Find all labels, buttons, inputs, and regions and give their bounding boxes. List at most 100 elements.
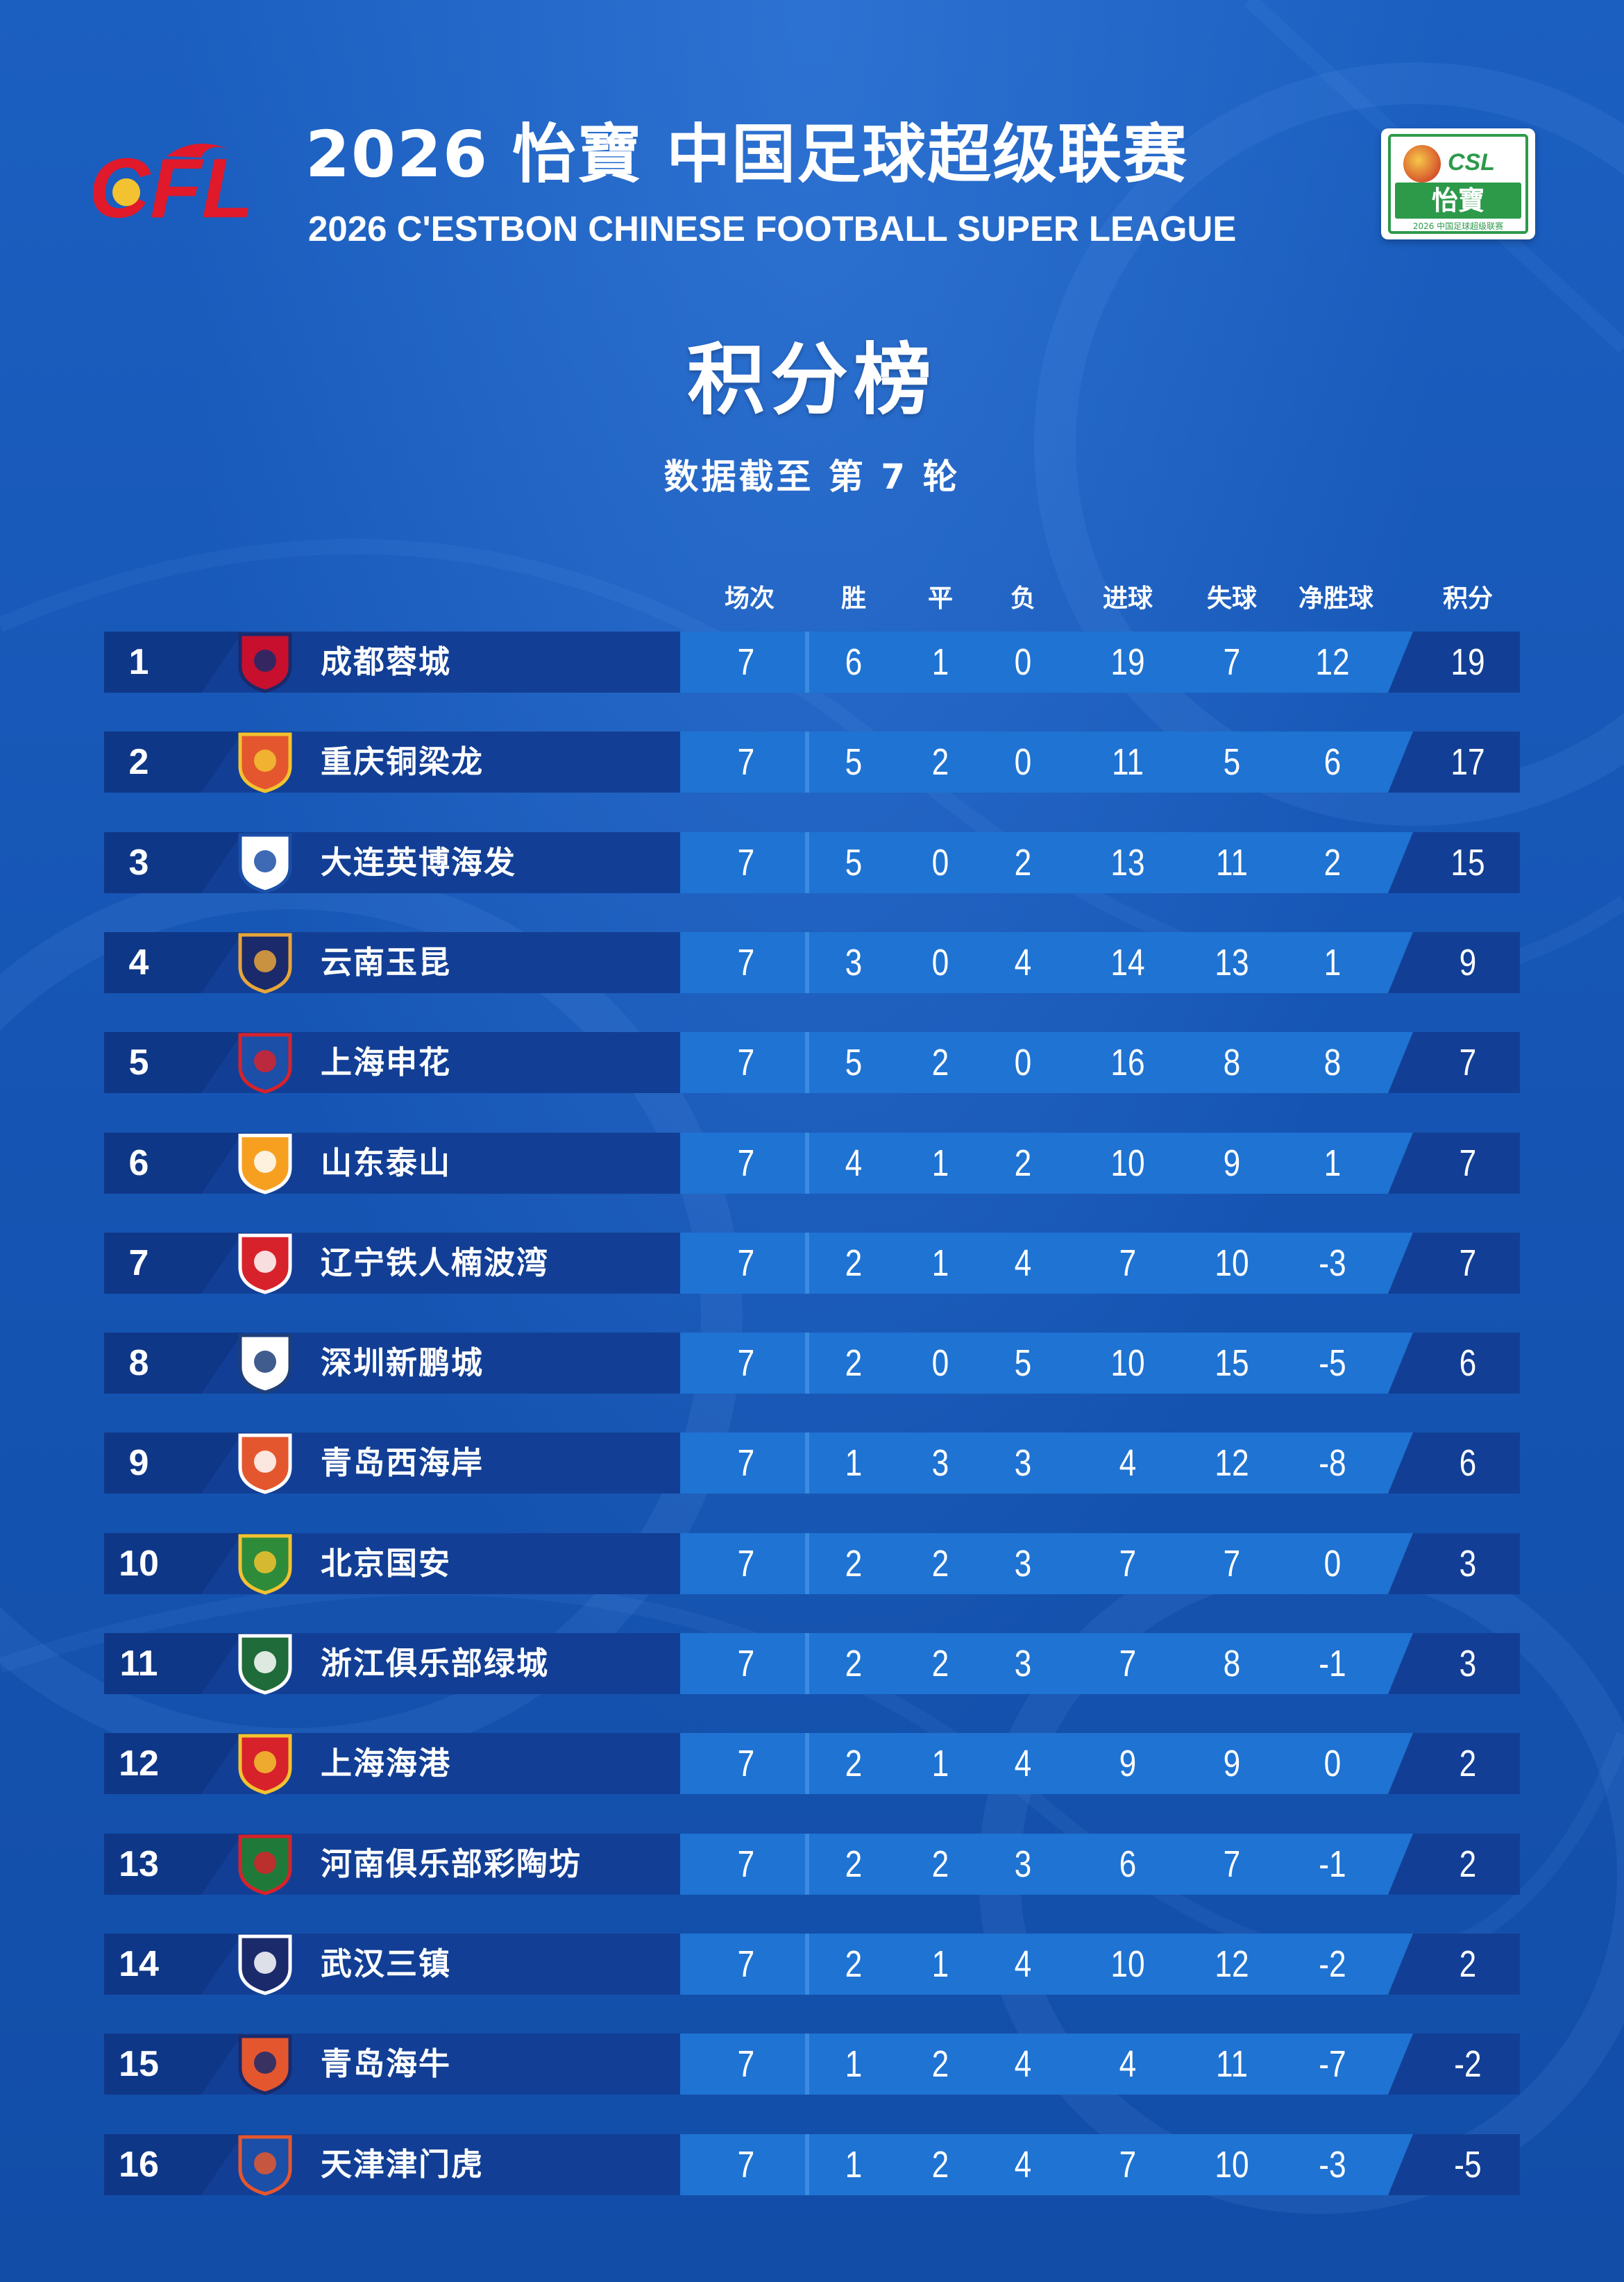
stat-played: 7 (737, 641, 755, 683)
stat-drawn: 1 (931, 1142, 949, 1184)
stat-ga: 7 (1223, 641, 1241, 683)
rank: 14 (119, 1944, 159, 1984)
stat-ga: 10 (1215, 2144, 1249, 2186)
stat-gf: 9 (1119, 1743, 1137, 1784)
rank: 7 (128, 1243, 149, 1283)
table-row: 11 浙江俱乐部绿城 7 2 2 3 7 8 -1 3 (104, 1633, 1520, 1695)
team-name: 青岛西海岸 (321, 1444, 484, 1481)
team-name: 浙江俱乐部绿城 (321, 1645, 550, 1682)
stat-played: 7 (737, 1743, 755, 1784)
stat-lost: 3 (1014, 1643, 1032, 1684)
team-name: 重庆铜梁龙 (321, 743, 484, 780)
stat-played: 7 (737, 1943, 755, 1985)
stat-played: 7 (737, 741, 755, 783)
stat-gf: 16 (1110, 1042, 1145, 1083)
stat-won: 2 (845, 1342, 863, 1384)
row-divider (805, 1133, 809, 1194)
stat-pts: 2 (1459, 1943, 1477, 1985)
wuhan-three-towns-badge (238, 1934, 292, 1995)
chengdu-rongcheng-badge (238, 632, 292, 693)
rank: 5 (128, 1042, 149, 1083)
stat-gd: -1 (1319, 1643, 1346, 1684)
csl-logo: CSL 怡寶 2026 中国足球超级联赛 (1381, 128, 1535, 239)
table-row: 2 重庆铜梁龙 7 5 2 0 11 5 6 17 (104, 732, 1520, 793)
stat-gf: 10 (1110, 1342, 1145, 1384)
stat-played: 7 (737, 1543, 755, 1584)
stat-drawn: 2 (931, 2043, 949, 2085)
stat-lost: 0 (1014, 641, 1032, 683)
shandong-taishan-badge (238, 1133, 292, 1194)
yunnan-yukun-badge (238, 933, 292, 994)
row-stats-panel (680, 1333, 1520, 1394)
tianjin-jinmen-tiger-badge (238, 2135, 292, 2196)
stat-lost: 4 (1014, 2144, 1032, 2186)
beijing-guoan-badge (238, 1534, 292, 1595)
col-header-played: 场次 (724, 584, 775, 613)
row-stats-panel (680, 1733, 1520, 1794)
stat-lost: 4 (1014, 1743, 1032, 1784)
stat-ga: 9 (1223, 1142, 1241, 1184)
rank: 12 (119, 1743, 159, 1784)
liaoning-tieren-badge (238, 1233, 292, 1294)
stat-gd: 2 (1323, 842, 1342, 884)
stat-won: 2 (845, 1242, 863, 1284)
stat-gd: -3 (1319, 1242, 1346, 1284)
stat-won: 2 (845, 1843, 863, 1885)
row-divider (805, 1533, 809, 1594)
stat-lost: 3 (1014, 1442, 1032, 1484)
stat-lost: 4 (1014, 942, 1032, 983)
stat-won: 2 (845, 1943, 863, 1985)
stat-played: 7 (737, 1242, 755, 1284)
table-row: 6 山东泰山 7 4 1 2 10 9 1 7 (104, 1133, 1520, 1194)
stat-ga: 11 (1216, 842, 1248, 884)
row-points-panel (1388, 1032, 1520, 1093)
col-header-gd: 净胜球 (1298, 584, 1373, 613)
row-stats-panel (680, 1633, 1520, 1694)
stat-pts: -5 (1454, 2144, 1482, 2186)
stat-pts: 15 (1450, 842, 1485, 884)
rank: 4 (128, 943, 149, 983)
stat-gf: 14 (1110, 942, 1145, 983)
col-header-ga: 失球 (1206, 584, 1257, 613)
stat-drawn: 1 (931, 1242, 949, 1284)
row-points-panel (1388, 1834, 1520, 1895)
row-points-panel (1388, 1533, 1520, 1594)
row-divider (805, 1733, 809, 1794)
team-name: 深圳新鹏城 (321, 1344, 484, 1381)
stat-ga: 8 (1223, 1643, 1241, 1684)
rank: 11 (119, 1643, 158, 1684)
stat-ga: 9 (1223, 1743, 1241, 1784)
stat-drawn: 2 (931, 1843, 949, 1885)
row-divider (805, 2034, 809, 2095)
stat-gf: 6 (1119, 1843, 1137, 1885)
column-headers: 场次 胜 平 负 进球 失球 净胜球 积分 (0, 578, 1624, 620)
stat-drawn: 2 (931, 1042, 949, 1083)
rank: 6 (128, 1143, 149, 1183)
row-points-panel (1388, 1133, 1520, 1194)
table-row: 16 天津津门虎 7 1 2 4 7 10 -3 -5 (104, 2134, 1520, 2196)
team-name: 上海申花 (321, 1044, 452, 1081)
stat-lost: 2 (1014, 842, 1032, 884)
stat-drawn: 2 (931, 2144, 949, 2186)
stat-won: 3 (845, 942, 863, 983)
stat-gf: 4 (1119, 2043, 1137, 2085)
stat-gd: 0 (1323, 1743, 1342, 1784)
rank: 13 (119, 1844, 159, 1884)
stat-lost: 3 (1014, 1543, 1032, 1584)
row-points-panel (1388, 1633, 1520, 1694)
stat-gd: -7 (1319, 2043, 1346, 2085)
table-row: 5 上海申花 7 5 2 0 16 8 8 7 (104, 1032, 1520, 1094)
shenzhen-peng-city-badge (238, 1333, 292, 1394)
team-name: 上海海港 (321, 1745, 452, 1782)
stat-gf: 13 (1110, 842, 1145, 884)
stat-drawn: 0 (931, 842, 949, 884)
team-name: 大连英博海发 (321, 844, 517, 881)
team-name: 成都蓉城 (321, 643, 452, 680)
stat-won: 1 (845, 2144, 863, 2186)
table-row: 10 北京国安 7 2 2 3 7 7 0 3 (104, 1533, 1520, 1595)
stat-gd: 1 (1323, 942, 1342, 983)
shanghai-port-badge (238, 1734, 292, 1795)
rank: 9 (128, 1443, 149, 1483)
row-divider (805, 1834, 809, 1895)
table-row: 1 成都蓉城 7 6 1 0 19 7 12 19 (104, 632, 1520, 693)
